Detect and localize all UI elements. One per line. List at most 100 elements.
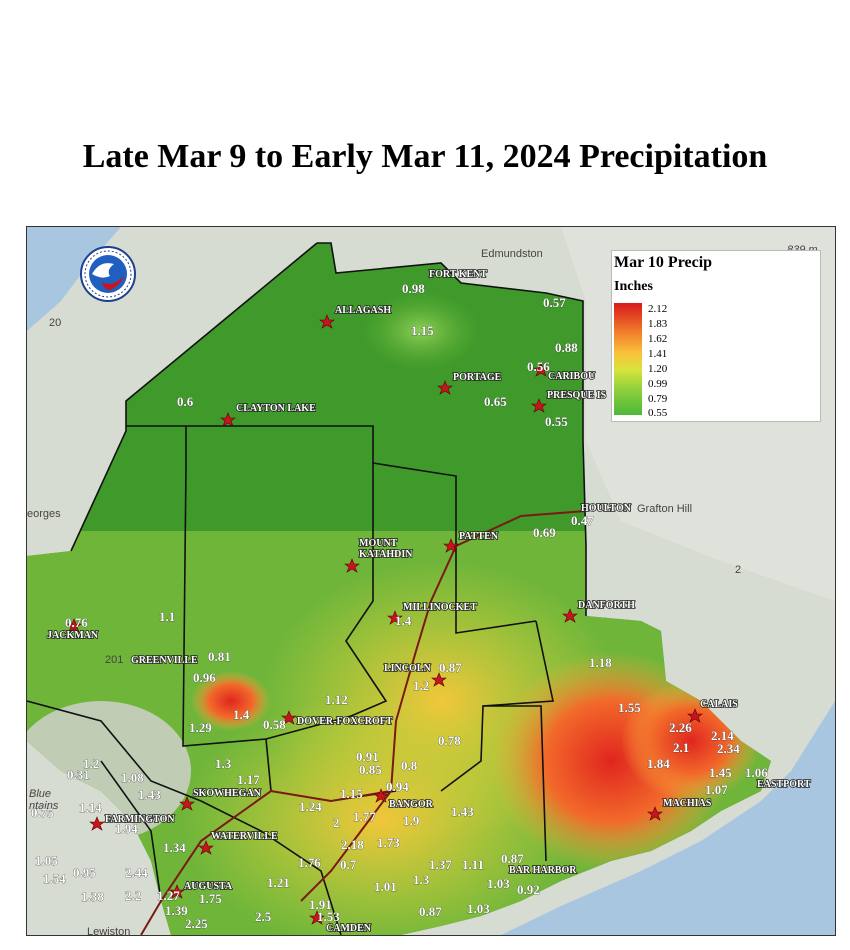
precip-value: 1.91 xyxy=(309,897,332,912)
legend-tick: 1.41 xyxy=(648,348,668,360)
city-label-katahdin: KATAHDIN xyxy=(359,549,413,560)
precip-value: 1.1 xyxy=(159,609,175,624)
precip-value: 1.4 xyxy=(395,613,412,628)
precip-value: 1.3 xyxy=(413,872,430,887)
precip-value: 0.58 xyxy=(263,717,286,732)
precip-value: 1.4 xyxy=(233,707,250,722)
city-label-dover-foxcroft: DOVER-FOXCROFT xyxy=(297,716,393,727)
precip-value: 1.34 xyxy=(163,840,186,855)
city-label-presque-isle: PRESQUE IS xyxy=(547,390,607,401)
legend-units: Inches xyxy=(614,279,653,294)
star-mount-katahdin xyxy=(344,558,360,573)
legend-tick: 1.83 xyxy=(648,318,668,330)
precip-value: 1.18 xyxy=(589,655,612,670)
star-caribou xyxy=(533,362,549,377)
star-presque-isle xyxy=(531,398,547,413)
basemap-label-lewiston: Lewiston xyxy=(87,926,130,935)
basemap-label-grafton-hill: Grafton Hill xyxy=(637,503,692,515)
precip-value: 0.96 xyxy=(193,670,216,685)
county-borders xyxy=(27,242,587,935)
city-stars xyxy=(66,314,703,925)
precip-value: 2.5 xyxy=(255,909,272,924)
precip-value: 0.85 xyxy=(359,762,382,777)
star-allagash xyxy=(319,314,335,329)
precip-value: 0.31 xyxy=(67,767,90,782)
star-calais xyxy=(687,708,703,723)
page-title: Late Mar 9 to Early Mar 11, 2024 Precipi… xyxy=(82,138,768,175)
star-danforth xyxy=(562,608,578,623)
precip-value: 1.08 xyxy=(121,770,144,785)
city-label-farmington: FARMINGTON xyxy=(105,814,175,825)
star-skowhegan xyxy=(179,796,195,811)
city-label-bangor: BANGOR xyxy=(389,799,434,810)
star-bangor xyxy=(373,788,389,803)
city-label-caribou: CARIBOU xyxy=(548,371,595,382)
city-label-machias: MACHIAS xyxy=(663,798,712,809)
precip-value: 0.95 xyxy=(73,865,96,880)
precip-value: 1.11 xyxy=(462,857,484,872)
city-label-portage: PORTAGE xyxy=(453,372,502,383)
precip-value: 1.21 xyxy=(267,875,290,890)
legend-tick: 1.62 xyxy=(648,333,668,345)
precip-value: 1.05 xyxy=(35,853,58,868)
city-label-danforth: DANFORTH xyxy=(578,600,635,611)
precip-value: 1.84 xyxy=(647,756,670,771)
star-farmington xyxy=(89,816,105,831)
star-lincoln xyxy=(431,672,447,687)
precip-value: 1.3 xyxy=(215,756,232,771)
precip-value: 1.76 xyxy=(298,855,321,870)
map-frame[interactable]: Edmundston 839 m 20 201 2 eorges Grafton… xyxy=(26,226,836,936)
star-machias xyxy=(647,806,663,821)
legend-tick: 0.55 xyxy=(648,407,668,419)
precip-value: 1.03 xyxy=(487,876,510,891)
precip-value: 0.55 xyxy=(545,414,568,429)
legend-tick: 0.79 xyxy=(648,393,668,405)
precip-value: 1.39 xyxy=(165,903,188,918)
precip-value: 0.65 xyxy=(484,394,507,409)
precip-value: 1.54 xyxy=(43,871,66,886)
star-portage xyxy=(437,380,453,395)
precip-value: 0.8 xyxy=(401,758,418,773)
city-label-patten: PATTEN xyxy=(459,531,499,542)
precip-value: 2.44 xyxy=(125,865,148,880)
precip-value: 0.98 xyxy=(402,281,425,296)
precip-value: 1.12 xyxy=(325,692,348,707)
basemap-label-edmundston: Edmundston xyxy=(481,248,543,260)
basemap-label-blue: Blue xyxy=(29,788,51,800)
precip-map[interactable]: Edmundston 839 m 20 201 2 eorges Grafton… xyxy=(27,227,835,935)
star-augusta xyxy=(169,884,185,899)
precip-value: 0.87 xyxy=(501,851,524,866)
precip-value: 1.01 xyxy=(374,879,397,894)
precip-value: 1.17 xyxy=(237,772,260,787)
roads xyxy=(140,510,587,935)
precip-value: 1.27 xyxy=(157,888,180,903)
star-clayton-lake xyxy=(220,412,236,427)
city-label-fort-kent: FORT KENT xyxy=(429,269,487,280)
star-waterville xyxy=(198,840,214,855)
precip-value: 1.24 xyxy=(299,799,322,814)
city-label-greenville: GREENVILLE xyxy=(131,655,198,666)
precip-value: 2.18 xyxy=(341,837,364,852)
precip-value: 2.1 xyxy=(673,740,689,755)
precip-value: 1.45 xyxy=(709,765,732,780)
precip-value: 1.73 xyxy=(377,835,400,850)
precip-value: 1.15 xyxy=(411,323,434,338)
precip-value: 1.14 xyxy=(79,800,102,815)
precip-value: 1.2 xyxy=(413,678,429,693)
star-camden xyxy=(309,910,325,925)
precip-value: 0.78 xyxy=(438,733,461,748)
precip-value: 1.03 xyxy=(467,901,490,916)
city-label-skowhegan: SKOWHEGAN xyxy=(193,788,262,799)
precip-value: 0.7 xyxy=(340,857,357,872)
precip-value: 1.55 xyxy=(618,700,641,715)
precip-value: 1.06 xyxy=(745,765,768,780)
legend-tick: 1.20 xyxy=(648,363,668,375)
precip-value: 0.56 xyxy=(527,359,550,374)
precip-value: 2.14 xyxy=(711,728,734,743)
precip-value: 0.57 xyxy=(543,295,566,310)
precip-value: 1.2 xyxy=(83,756,99,771)
precip-value: 0.87 xyxy=(419,904,442,919)
precip-value: 1.43 xyxy=(138,787,161,802)
precip-value: 2.26 xyxy=(669,720,692,735)
precip-value: 1.9 xyxy=(403,813,420,828)
